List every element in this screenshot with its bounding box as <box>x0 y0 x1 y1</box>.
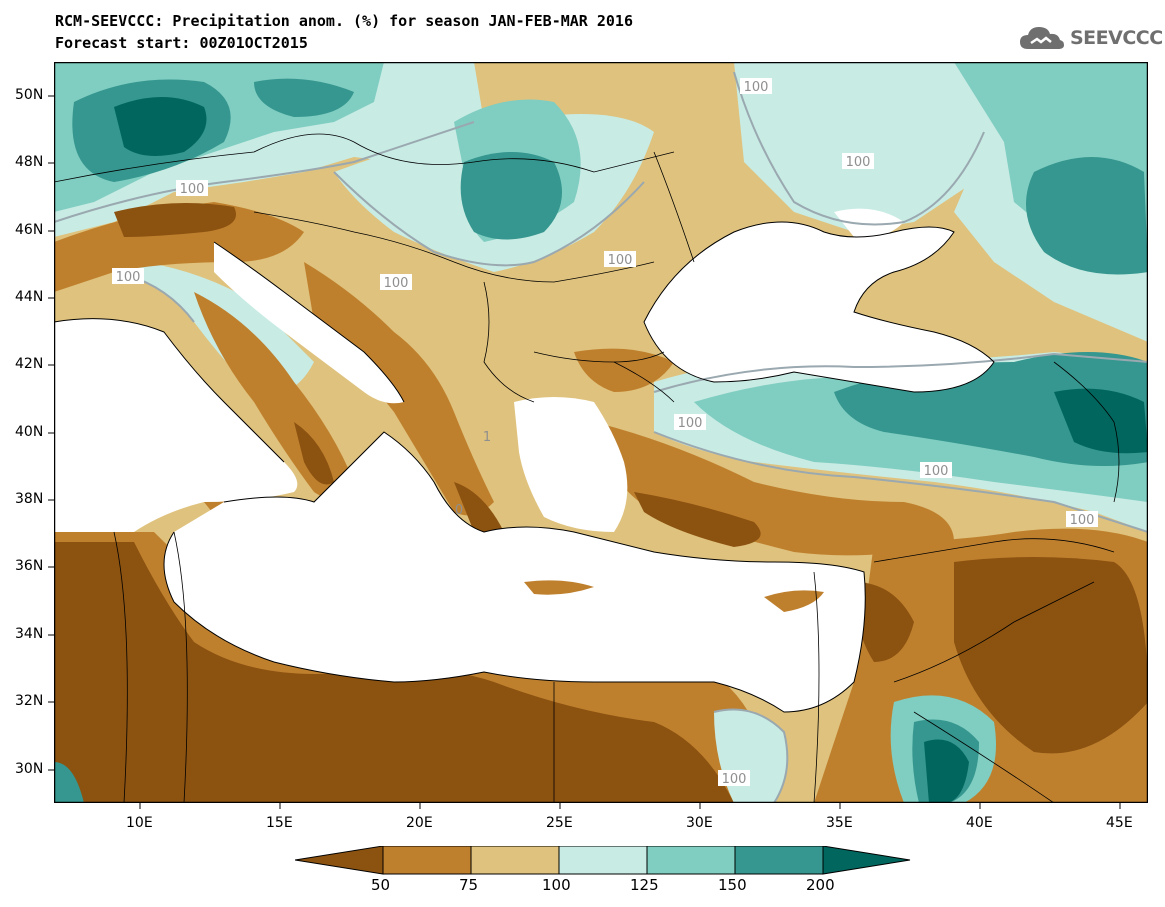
legend-swatch-150-200 <box>734 846 824 875</box>
contour-label: 100 <box>740 78 772 95</box>
forecast-start-label: Forecast start: 00Z01OCT2015 <box>55 34 308 52</box>
lat-label-36n: 36N <box>15 558 44 574</box>
contour-label: 1 <box>483 430 491 445</box>
sea-mediterranean <box>54 318 298 532</box>
lon-label-20e: 20E <box>406 815 433 831</box>
contour-label: 100 <box>112 268 144 285</box>
lat-label-44n: 44N <box>15 289 44 305</box>
legend-label-125: 125 <box>630 876 659 894</box>
sea-aegean <box>514 397 628 532</box>
contour-label: 100 <box>604 251 636 268</box>
lat-label-46n: 46N <box>15 222 44 238</box>
lat-label-32n: 32N <box>15 693 44 709</box>
dry-region-balkans <box>304 262 494 516</box>
svg-text:100: 100 <box>1070 513 1095 528</box>
lon-label-25e: 25E <box>546 815 573 831</box>
lon-label-15e: 15E <box>266 815 293 831</box>
lon-label-30e: 30E <box>686 815 713 831</box>
lat-label-48n: 48N <box>15 154 44 170</box>
svg-text:100: 100 <box>608 253 633 268</box>
svg-text:100: 100 <box>744 80 769 95</box>
precipitation-anomaly-map: 100 100 100 100 100 100 100 100 <box>54 62 1148 803</box>
contour-label: 100 <box>920 462 952 479</box>
svg-text:1: 1 <box>483 430 491 445</box>
lon-label-10e: 10E <box>126 815 153 831</box>
legend-swatch-125-150 <box>646 846 736 875</box>
legend-swatch-50-75 <box>382 846 472 875</box>
lat-label-50n: 50N <box>15 87 44 103</box>
lat-label-38n: 38N <box>15 491 44 507</box>
svg-text:100: 100 <box>116 270 141 285</box>
legend-label-150: 150 <box>718 876 747 894</box>
cloud-icon <box>1020 27 1064 49</box>
svg-text:100: 100 <box>924 464 949 479</box>
sea-black-sea <box>644 222 994 392</box>
legend-label-200: 200 <box>806 876 835 894</box>
lat-label-40n: 40N <box>15 424 44 440</box>
legend-swatch-100-125 <box>558 846 648 875</box>
contour-label: 100 <box>842 153 874 170</box>
svg-text:100: 100 <box>722 772 747 787</box>
legend-swatch-below-50 <box>295 846 384 875</box>
legend-label-100: 100 <box>542 876 571 894</box>
contour-label: 100 <box>176 180 208 197</box>
contour-label: 100 <box>674 414 706 431</box>
contour-label: 100 <box>718 770 750 787</box>
sea-adriatic <box>214 242 404 404</box>
contour-label: 100 <box>1066 511 1098 528</box>
sea-eastern-mediterranean <box>164 432 866 712</box>
svg-text:100: 100 <box>180 182 205 197</box>
lat-label-30n: 30N <box>15 761 44 777</box>
legend-label-75: 75 <box>459 876 479 894</box>
dry-region-anatolia-south <box>594 422 954 556</box>
logo-text: SEEVCCC <box>1070 27 1163 49</box>
wet-region-alps-north-core <box>114 97 207 156</box>
svg-text:100: 100 <box>384 276 409 291</box>
wet-region-ukraine <box>734 62 994 232</box>
lat-label-34n: 34N <box>15 626 44 642</box>
seevccc-logo: SEEVCCC <box>1018 22 1163 54</box>
legend-swatch-75-100 <box>470 846 560 875</box>
contour-label: 0 <box>455 503 463 518</box>
svg-text:100: 100 <box>846 155 871 170</box>
lon-label-45e: 45E <box>1106 815 1133 831</box>
contour-label: 100 <box>380 274 412 291</box>
lon-label-40e: 40E <box>966 815 993 831</box>
lon-label-35e: 35E <box>826 815 853 831</box>
color-legend <box>295 846 911 875</box>
lat-label-42n: 42N <box>15 356 44 372</box>
svg-text:0: 0 <box>455 503 463 518</box>
map-title: RCM-SEEVCCC: Precipitation anom. (%) for… <box>55 12 633 30</box>
svg-text:100: 100 <box>678 416 703 431</box>
legend-swatch-above-200 <box>822 846 911 875</box>
legend-label-50: 50 <box>371 876 391 894</box>
